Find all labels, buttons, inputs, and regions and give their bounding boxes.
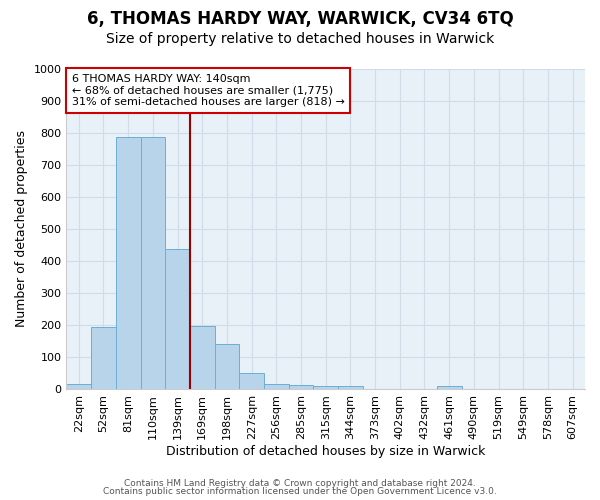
Bar <box>239 373 264 389</box>
X-axis label: Distribution of detached houses by size in Warwick: Distribution of detached houses by size … <box>166 444 485 458</box>
Bar <box>165 249 190 389</box>
Bar <box>91 327 116 389</box>
Bar <box>215 344 239 389</box>
Bar <box>116 137 140 389</box>
Text: Contains public sector information licensed under the Open Government Licence v3: Contains public sector information licen… <box>103 487 497 496</box>
Text: Size of property relative to detached houses in Warwick: Size of property relative to detached ho… <box>106 32 494 46</box>
Text: 6, THOMAS HARDY WAY, WARWICK, CV34 6TQ: 6, THOMAS HARDY WAY, WARWICK, CV34 6TQ <box>86 10 514 28</box>
Text: Contains HM Land Registry data © Crown copyright and database right 2024.: Contains HM Land Registry data © Crown c… <box>124 478 476 488</box>
Bar <box>67 384 91 389</box>
Bar <box>313 386 338 389</box>
Bar <box>264 384 289 389</box>
Y-axis label: Number of detached properties: Number of detached properties <box>15 130 28 328</box>
Bar <box>190 326 215 389</box>
Bar <box>289 385 313 389</box>
Bar <box>140 137 165 389</box>
Text: 6 THOMAS HARDY WAY: 140sqm
← 68% of detached houses are smaller (1,775)
31% of s: 6 THOMAS HARDY WAY: 140sqm ← 68% of deta… <box>71 74 344 107</box>
Bar <box>338 386 363 389</box>
Bar <box>437 386 461 389</box>
